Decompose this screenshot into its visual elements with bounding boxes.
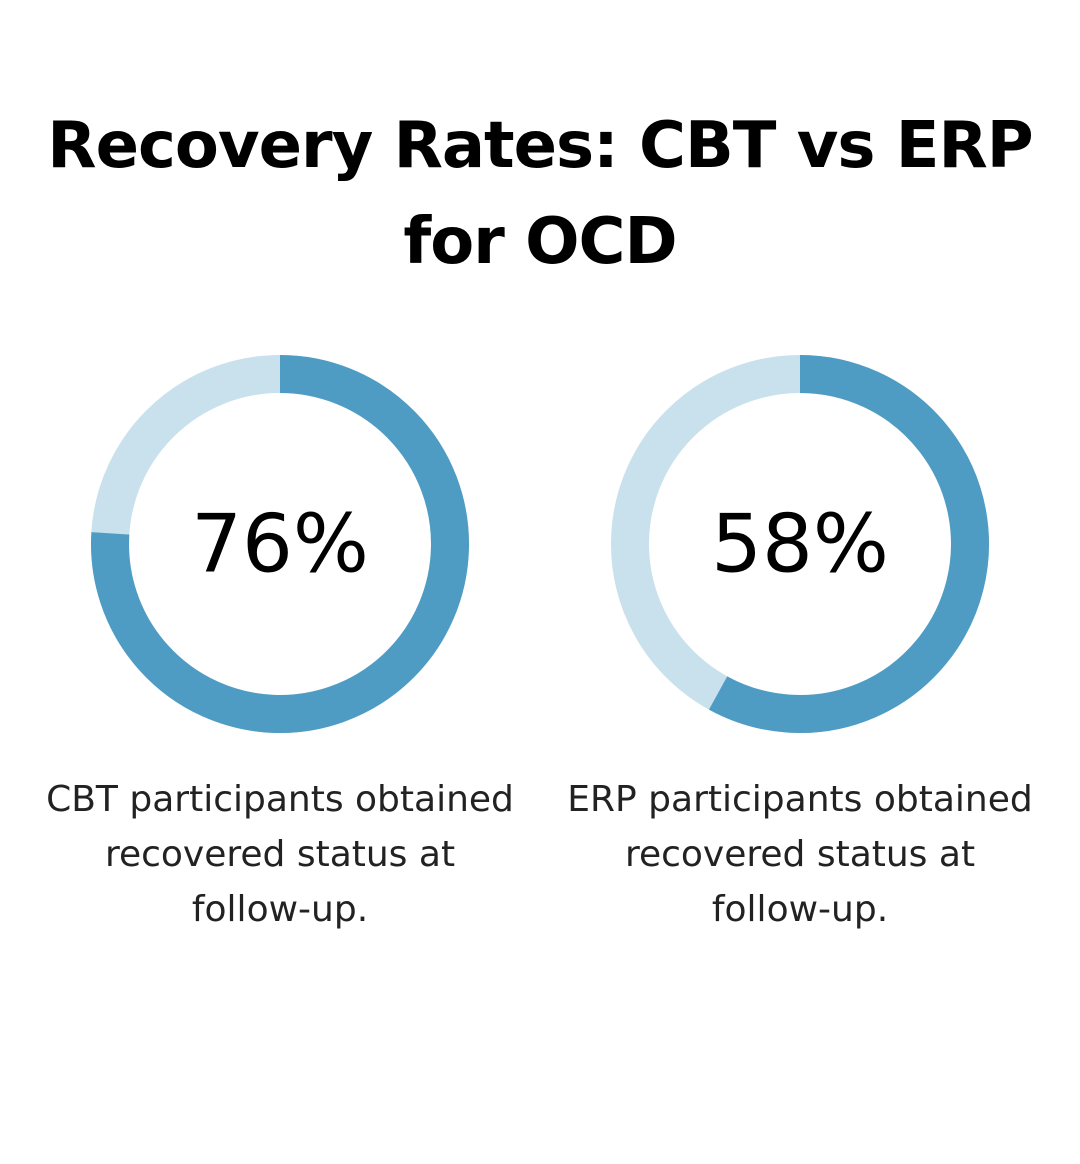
erp-percentage-label: 58%: [711, 498, 889, 591]
cbt-donut-chart: 76%: [91, 355, 469, 733]
erp-donut-chart: 58%: [611, 355, 989, 733]
cbt-caption: CBT participants obtained recovered stat…: [46, 779, 514, 930]
erp-donut-arc: [708, 355, 989, 733]
erp-caption: ERP participants obtained recovered stat…: [567, 779, 1033, 930]
chart-title: Recovery Rates: CBT vs ERP for OCD: [47, 109, 1033, 279]
cbt-percentage-label: 76%: [191, 498, 369, 591]
cbt-donut-card: 76% CBT participants obtained recovered …: [40, 354, 520, 954]
erp-donut-card: 58% ERP participants obtained recovered …: [560, 354, 1040, 954]
cbt-donut-arc: [91, 355, 469, 733]
